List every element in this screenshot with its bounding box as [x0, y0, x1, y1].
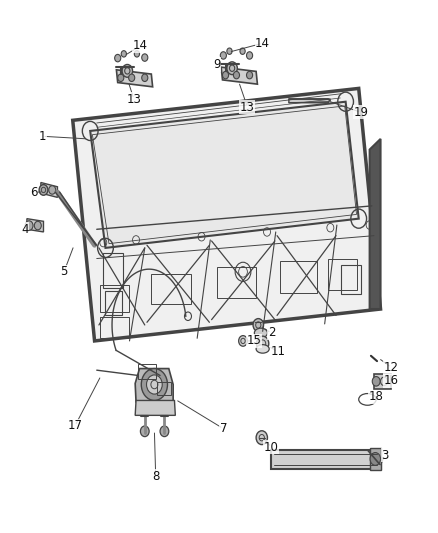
Circle shape	[115, 54, 121, 62]
Polygon shape	[370, 139, 381, 309]
Polygon shape	[117, 70, 152, 87]
Circle shape	[223, 71, 229, 79]
Text: 15: 15	[247, 334, 261, 348]
Circle shape	[134, 51, 140, 57]
Circle shape	[370, 453, 381, 465]
Bar	[151, 274, 191, 304]
Text: 11: 11	[270, 345, 286, 358]
Bar	[138, 365, 155, 379]
Text: 6: 6	[30, 185, 37, 199]
Circle shape	[160, 426, 169, 437]
Text: 10: 10	[264, 441, 279, 454]
Circle shape	[253, 319, 264, 332]
Polygon shape	[370, 448, 381, 470]
Text: 18: 18	[369, 390, 384, 403]
Circle shape	[233, 71, 240, 79]
Polygon shape	[221, 67, 258, 84]
Circle shape	[141, 426, 149, 437]
Text: 3: 3	[381, 449, 389, 462]
Circle shape	[247, 71, 253, 79]
Polygon shape	[41, 182, 57, 197]
Text: 16: 16	[384, 374, 399, 387]
Circle shape	[39, 184, 48, 195]
Text: 1: 1	[39, 130, 46, 143]
Circle shape	[122, 64, 133, 77]
Circle shape	[34, 221, 41, 230]
Polygon shape	[90, 102, 359, 248]
Polygon shape	[289, 99, 330, 103]
Bar	[105, 292, 122, 316]
Polygon shape	[73, 88, 381, 341]
Text: 5: 5	[60, 265, 68, 278]
Ellipse shape	[256, 345, 269, 353]
Circle shape	[141, 368, 167, 400]
Text: 14: 14	[255, 37, 270, 50]
Circle shape	[142, 74, 148, 82]
Circle shape	[129, 74, 135, 82]
Circle shape	[372, 376, 380, 386]
Text: 8: 8	[152, 470, 159, 483]
Bar	[103, 253, 123, 288]
Circle shape	[25, 221, 33, 230]
Polygon shape	[27, 219, 43, 232]
Circle shape	[118, 74, 124, 82]
Text: 9: 9	[213, 58, 221, 71]
Circle shape	[121, 51, 127, 57]
Text: 17: 17	[67, 419, 82, 432]
Polygon shape	[135, 400, 175, 415]
Bar	[157, 382, 171, 395]
Text: 7: 7	[219, 422, 227, 435]
Circle shape	[256, 431, 268, 445]
Circle shape	[220, 52, 226, 59]
Circle shape	[147, 375, 162, 394]
Bar	[341, 265, 361, 294]
Text: 12: 12	[384, 361, 399, 374]
Circle shape	[227, 48, 232, 54]
Text: 19: 19	[353, 106, 368, 119]
Text: 4: 4	[21, 223, 28, 236]
Text: 13: 13	[127, 93, 141, 106]
Circle shape	[257, 336, 269, 351]
Circle shape	[240, 48, 245, 54]
Circle shape	[247, 52, 253, 59]
Bar	[100, 317, 129, 338]
Circle shape	[142, 54, 148, 61]
Bar	[217, 266, 256, 298]
Bar	[100, 285, 129, 312]
Ellipse shape	[254, 328, 268, 338]
Circle shape	[49, 185, 56, 194]
Circle shape	[227, 62, 237, 75]
Polygon shape	[135, 368, 173, 409]
Bar	[328, 259, 357, 290]
Polygon shape	[374, 374, 392, 389]
Circle shape	[239, 336, 247, 346]
Text: 13: 13	[240, 101, 255, 114]
Text: 2: 2	[268, 326, 275, 340]
Bar	[280, 261, 317, 293]
Polygon shape	[272, 450, 381, 469]
Text: 14: 14	[133, 39, 148, 52]
